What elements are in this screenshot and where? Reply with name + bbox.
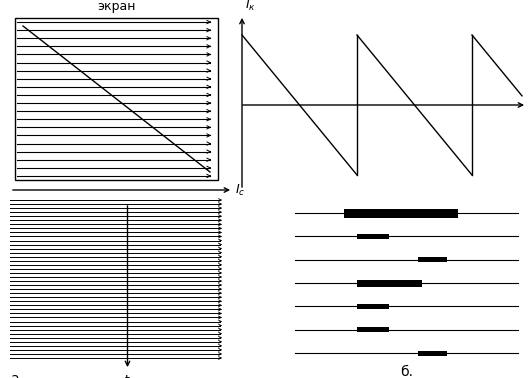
Bar [358, 234, 389, 239]
Text: $I_{с}$: $I_{с}$ [235, 183, 245, 198]
Bar [418, 257, 446, 262]
Text: б.: б. [400, 365, 413, 378]
Bar [358, 327, 389, 332]
Bar [358, 279, 422, 287]
Text: экран: экран [97, 0, 136, 13]
Bar [15, 18, 218, 180]
Bar [358, 304, 389, 309]
Bar [344, 209, 458, 217]
Text: а.: а. [10, 372, 23, 378]
Text: $I_{к}$: $I_{к}$ [245, 0, 256, 13]
Bar [418, 350, 446, 355]
Text: t: t [125, 374, 130, 378]
